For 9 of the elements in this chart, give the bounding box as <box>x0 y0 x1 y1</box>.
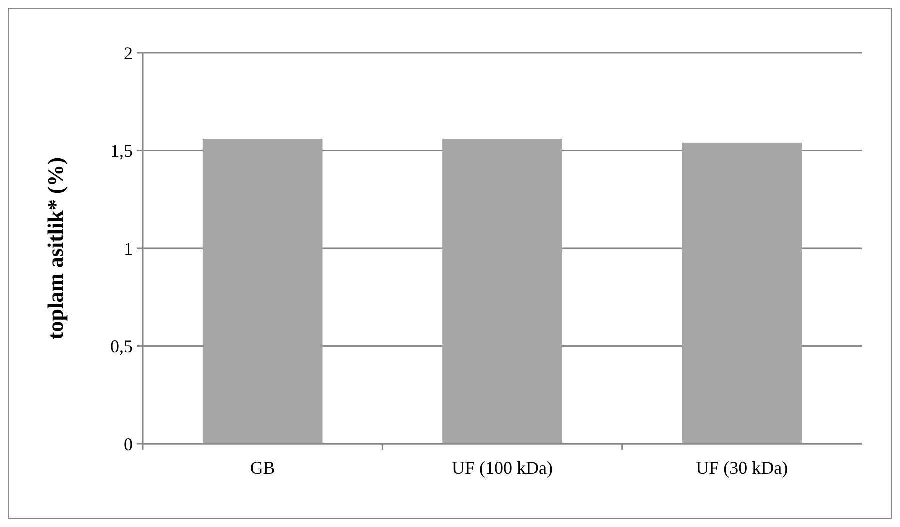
y-tick-label: 0,5 <box>110 336 133 357</box>
y-tick-label: 0 <box>124 434 133 454</box>
x-tick-label: UF (30 kDa) <box>696 458 788 478</box>
y-tick-label: 2 <box>124 43 133 64</box>
y-axis-title: toplam asitlik* (%) <box>43 157 68 340</box>
x-tick-label: GB <box>250 458 276 478</box>
x-tick-label: UF (100 kDa) <box>452 458 553 478</box>
y-tick-label: 1 <box>124 238 133 259</box>
y-tick-label: 1,5 <box>110 141 133 162</box>
